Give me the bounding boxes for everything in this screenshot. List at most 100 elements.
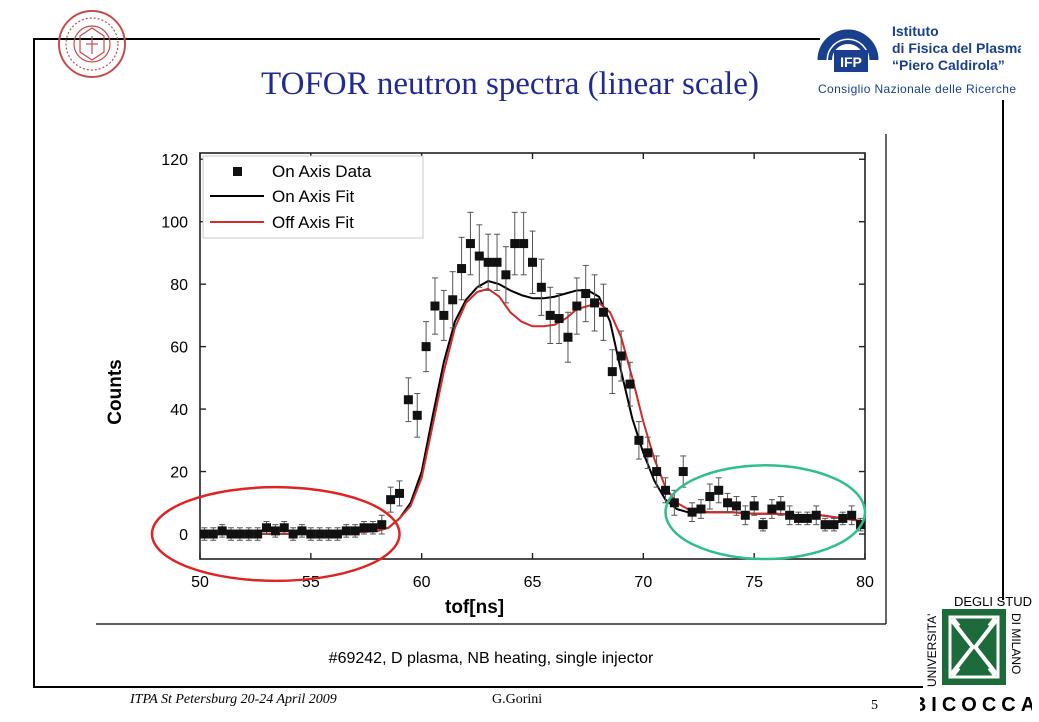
data-point xyxy=(847,510,857,520)
data-point xyxy=(723,498,733,508)
data-point xyxy=(262,523,271,533)
page-number: 5 xyxy=(871,698,878,713)
data-point xyxy=(270,526,280,536)
data-point xyxy=(253,529,263,539)
ifp-logo: IFP Istituto di Fisica del Plasma “Piero… xyxy=(816,20,1025,100)
data-point xyxy=(315,529,325,539)
legend-label-data: On Axis Data xyxy=(272,162,372,181)
data-point xyxy=(705,492,715,502)
data-point xyxy=(687,507,697,517)
data-point xyxy=(377,520,387,530)
frame-top-left xyxy=(33,38,133,40)
data-point xyxy=(395,488,404,498)
data-point xyxy=(776,501,786,511)
data-point xyxy=(332,529,342,539)
data-point xyxy=(652,467,662,477)
tail-highlight-ellipse xyxy=(664,464,867,561)
x-tick-label: 75 xyxy=(745,574,763,591)
data-point xyxy=(740,510,750,520)
university-right-text: DI MILANO xyxy=(1009,613,1023,674)
baseline-highlight-ellipse xyxy=(150,485,401,583)
y-tick-label: 0 xyxy=(179,527,188,544)
data-point xyxy=(403,395,413,405)
y-tick-label: 120 xyxy=(161,152,188,169)
bicocca-logo-mark: DEGLI STUDI UNIVERSITA' DI MILANO BICOCC… xyxy=(912,594,1036,716)
data-point xyxy=(199,529,209,539)
data-point xyxy=(448,295,458,305)
data-point xyxy=(519,239,529,249)
y-tick-label: 20 xyxy=(170,465,188,482)
bicocca-logo: DEGLI STUDI UNIVERSITA' DI MILANO BICOCC… xyxy=(912,594,1036,717)
legend-label-on-axis-fit: On Axis Fit xyxy=(272,187,354,206)
data-point xyxy=(226,529,236,539)
data-point xyxy=(616,351,626,361)
data-point xyxy=(350,526,360,536)
frame-right xyxy=(1002,100,1004,600)
data-point xyxy=(359,523,369,533)
data-point xyxy=(767,504,777,514)
data-point xyxy=(607,367,617,377)
x-tick-label: 70 xyxy=(634,574,652,591)
frame-left xyxy=(33,38,35,688)
data-point xyxy=(669,498,679,508)
y-axis-label: Counts xyxy=(105,359,126,424)
y-tick-label: 60 xyxy=(170,340,188,357)
data-point xyxy=(217,526,227,536)
data-point xyxy=(412,410,422,420)
data-point xyxy=(545,310,555,320)
data-point xyxy=(811,510,821,520)
institute-line2: di Fisica del Plasma xyxy=(892,40,1021,56)
data-point xyxy=(802,513,812,523)
data-point xyxy=(598,307,608,317)
x-tick-label: 65 xyxy=(524,574,542,591)
data-point xyxy=(758,520,768,530)
ifp-logo-mark: IFP Istituto di Fisica del Plasma “Piero… xyxy=(817,23,1025,96)
data-point xyxy=(536,282,546,292)
data-point xyxy=(474,251,484,261)
y-tick-label: 40 xyxy=(170,402,188,419)
data-point xyxy=(324,529,334,539)
chart-legend: On Axis Data On Axis Fit Off Axis Fit xyxy=(202,155,424,239)
data-point xyxy=(731,501,741,511)
data-point xyxy=(820,520,830,530)
university-left-text: UNIVERSITA' xyxy=(925,614,939,687)
data-point xyxy=(430,301,440,311)
data-point xyxy=(625,379,635,389)
institute-line4: Consiglio Nazionale delle Ricerche xyxy=(818,82,1016,96)
data-point xyxy=(439,310,449,320)
data-point xyxy=(501,270,511,280)
frame-bottom xyxy=(33,686,923,688)
data-point xyxy=(244,529,254,539)
data-point xyxy=(554,314,564,324)
footer-event: ITPA St Petersburg 20-24 April 2009 xyxy=(130,692,337,707)
legend-marker-data xyxy=(233,167,242,176)
data-point xyxy=(714,485,724,495)
data-point xyxy=(643,448,653,458)
data-point xyxy=(696,504,706,514)
slide-title: TOFOR neutron spectra (linear scale) xyxy=(261,66,759,102)
data-point xyxy=(208,529,218,539)
university-bottom-text: BICOCCA xyxy=(920,694,1032,716)
data-point xyxy=(581,289,591,299)
university-seal-logo xyxy=(58,10,126,78)
data-point xyxy=(661,485,670,495)
y-tick-label: 100 xyxy=(161,215,188,232)
data-point xyxy=(465,239,475,249)
chart-caption: #69242, D plasma, NB heating, single inj… xyxy=(328,650,654,667)
data-point xyxy=(678,467,688,477)
legend-label-off-axis-fit: Off Axis Fit xyxy=(272,213,354,232)
data-point xyxy=(297,526,307,536)
ifp-mark-text: IFP xyxy=(840,54,862,70)
data-point xyxy=(421,342,431,352)
data-point xyxy=(785,510,795,520)
frame-top-right xyxy=(130,38,820,40)
y-tick-label: 80 xyxy=(170,277,188,294)
university-top-text: DEGLI STUDI xyxy=(954,595,1032,609)
data-point xyxy=(457,264,467,274)
institute-line1: Istituto xyxy=(892,23,939,39)
data-point xyxy=(492,257,502,267)
data-point xyxy=(563,332,573,342)
data-point xyxy=(483,257,493,267)
x-tick-label: 50 xyxy=(191,574,209,591)
